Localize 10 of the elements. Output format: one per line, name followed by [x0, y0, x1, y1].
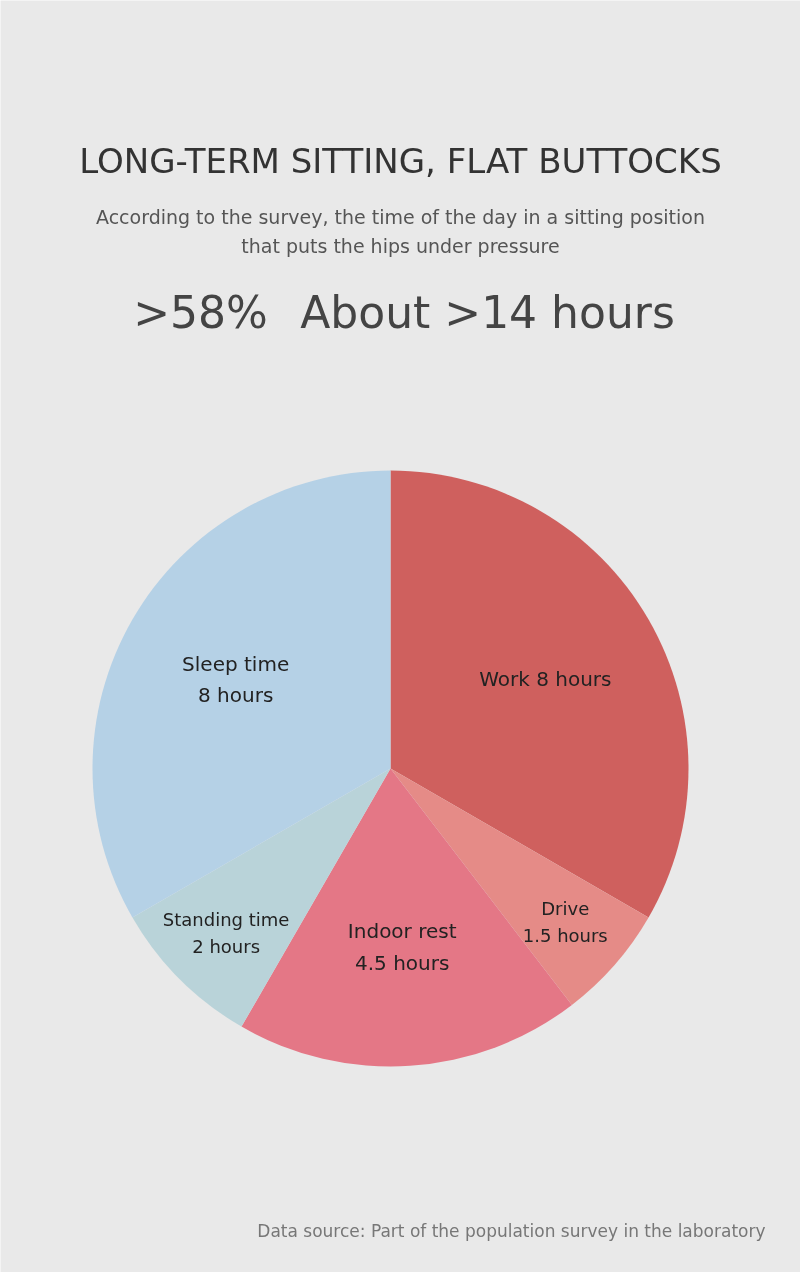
slice-label: Work 8 hours	[479, 667, 612, 692]
slice-label: Standing time 2 hours	[162, 908, 290, 958]
source-note: Data source: Part of the population survey in the laboratory	[257, 1220, 766, 1241]
slice-label: Indoor rest 4.5 hours	[347, 919, 457, 975]
slice-label: Drive 1.5 hours	[522, 897, 608, 946]
slice-label: Sleep time 8 hours	[182, 651, 290, 707]
text: About >14 hours	[300, 287, 675, 338]
chart-title: LONG-TERM SITTING, FLAT BUTTOCKS	[79, 140, 722, 181]
chart-subtitle: According to the survey, the time of the day in a sitting position that puts the hips under pressure	[95, 206, 706, 257]
text: >58%	[133, 287, 268, 338]
